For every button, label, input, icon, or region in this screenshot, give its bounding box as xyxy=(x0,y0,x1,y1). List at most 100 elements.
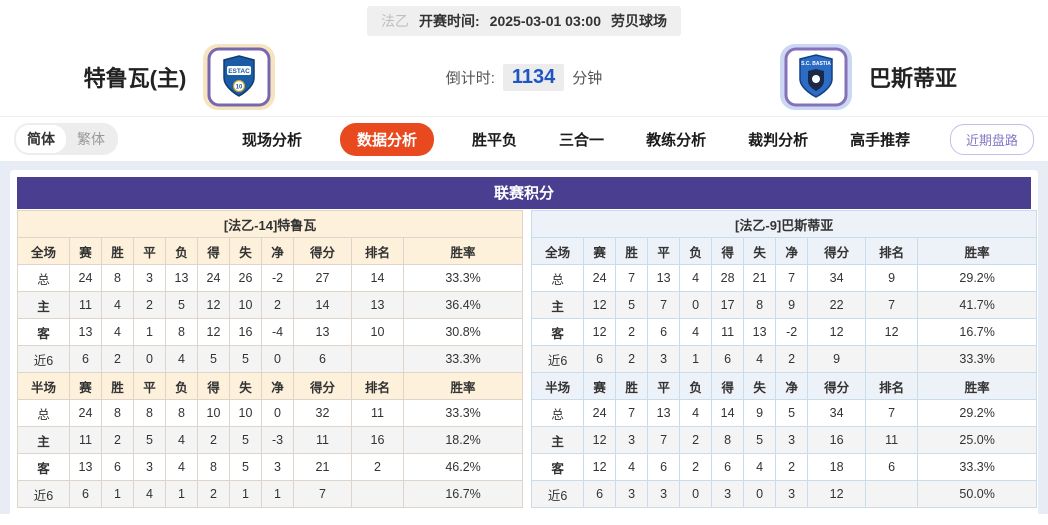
stat-cell: 12 xyxy=(583,453,617,481)
tab-win-draw-loss[interactable]: 胜平负 xyxy=(472,131,518,149)
stat-cell: 2 xyxy=(679,453,713,481)
column-header: 净 xyxy=(261,237,294,265)
stat-cell: 13 xyxy=(69,453,102,481)
stat-cell: 5 xyxy=(197,345,230,373)
stat-cell: 11 xyxy=(69,426,102,454)
stat-cell: 4 xyxy=(165,453,198,481)
stat-cell: 10 xyxy=(229,291,262,319)
svg-text:10: 10 xyxy=(236,85,243,91)
stat-cell: 8 xyxy=(711,426,745,454)
stat-cell: 8 xyxy=(101,399,134,427)
row-label: 客 xyxy=(17,453,70,481)
row-label: 主 xyxy=(531,426,585,454)
stat-cell: 13 xyxy=(165,264,198,292)
tab-expert-picks[interactable]: 高手推荐 xyxy=(850,131,911,149)
stat-cell: 12 xyxy=(197,318,230,346)
column-header: 排名 xyxy=(351,237,404,265)
svg-text:ESTAC: ESTAC xyxy=(229,68,251,75)
row-label: 总 xyxy=(17,264,70,292)
stat-cell: 2 xyxy=(261,291,294,319)
stat-cell: 18.2% xyxy=(402,426,524,454)
language-toggle: 简体 繁体 xyxy=(14,123,118,155)
tab-data-analysis[interactable]: 数据分析 xyxy=(340,122,435,156)
stat-cell: 33.3% xyxy=(402,399,524,427)
stat-cell: 9 xyxy=(807,345,867,373)
column-header: 排名 xyxy=(865,372,919,400)
recent-trend-button[interactable]: 近期盘路 xyxy=(949,123,1034,155)
stat-cell: 26 xyxy=(229,264,262,292)
stat-cell: 2 xyxy=(101,426,134,454)
column-header: 全场 xyxy=(531,237,585,265)
lang-traditional-button[interactable]: 繁体 xyxy=(77,131,105,147)
column-header: 负 xyxy=(679,372,713,400)
column-header: 排名 xyxy=(351,372,404,400)
stat-cell: 13 xyxy=(69,318,102,346)
stat-cell: 5 xyxy=(743,426,777,454)
countdown-label: 倒计时: xyxy=(445,69,495,87)
stat-cell xyxy=(865,480,919,508)
stat-cell: 29.2% xyxy=(917,264,1038,292)
column-header: 平 xyxy=(133,372,166,400)
stat-cell: 41.7% xyxy=(917,291,1038,319)
stat-cell: 28 xyxy=(711,264,745,292)
column-header: 胜 xyxy=(101,372,134,400)
column-header: 胜率 xyxy=(402,372,524,400)
stat-cell: 7 xyxy=(615,264,649,292)
row-label: 近6 xyxy=(531,345,585,373)
topbar-wrap: 法乙 开赛时间: 2025-03-01 03:00 劳贝球场 xyxy=(0,0,1048,36)
tab-referee-analysis[interactable]: 裁判分析 xyxy=(748,131,809,149)
stat-cell: 4 xyxy=(679,399,713,427)
column-header: 赛 xyxy=(69,372,102,400)
league-points-tables: [法乙-14]特鲁瓦 全场赛胜平负得失净得分 排名 胜率总 24 8 3 13 24 26 -2 27… xyxy=(16,210,1038,508)
column-header: 平 xyxy=(647,237,681,265)
row-label: 主 xyxy=(17,426,70,454)
stat-cell: 34 xyxy=(807,399,867,427)
stat-cell: 3 xyxy=(647,480,681,508)
row-label: 近6 xyxy=(531,480,585,508)
stat-cell: -4 xyxy=(261,318,294,346)
stat-cell: 22 xyxy=(807,291,867,319)
match-info-bar: 法乙 开赛时间: 2025-03-01 03:00 劳贝球场 xyxy=(367,6,681,36)
stat-cell: 2 xyxy=(351,453,404,481)
stat-cell: 5 xyxy=(165,291,198,319)
stat-cell: 7 xyxy=(775,264,809,292)
stat-cell: 3 xyxy=(711,480,745,508)
stat-cell: 13 xyxy=(743,318,777,346)
stats-table: [法乙-9]巴斯蒂亚 全场赛胜平负得失净得分 排名 胜率总 24 7 13 4 28 21 7 34 9… xyxy=(531,210,1038,508)
column-header: 胜 xyxy=(615,237,649,265)
stat-cell: 2 xyxy=(197,426,230,454)
stat-cell: 3 xyxy=(133,264,166,292)
row-label: 客 xyxy=(531,453,585,481)
stat-cell: 8 xyxy=(165,399,198,427)
stat-cell: 5 xyxy=(229,345,262,373)
kickoff-label: 开赛时间: xyxy=(419,13,480,29)
countdown-value: 1134 xyxy=(502,63,565,91)
stat-cell xyxy=(351,480,404,508)
stat-cell: 6 xyxy=(711,345,745,373)
row-label: 客 xyxy=(17,318,70,346)
column-header: 平 xyxy=(133,237,166,265)
stat-cell: 24 xyxy=(583,264,617,292)
column-header: 胜 xyxy=(615,372,649,400)
stat-cell: 11 xyxy=(293,426,352,454)
column-header: 得 xyxy=(711,372,745,400)
row-label: 主 xyxy=(531,291,585,319)
stat-cell: 21 xyxy=(743,264,777,292)
tab-three-in-one[interactable]: 三合一 xyxy=(559,131,605,149)
stat-cell: 4 xyxy=(743,453,777,481)
tab-live-analysis[interactable]: 现场分析 xyxy=(242,131,303,149)
column-header: 失 xyxy=(743,372,777,400)
stat-cell: 14 xyxy=(711,399,745,427)
stat-cell: 4 xyxy=(743,345,777,373)
main-section: 联赛积分 [法乙-14]特鲁瓦 全场赛胜平负得失净得分 排名 胜率总 24 8 3 13 24 2… xyxy=(0,161,1048,514)
stats-table: [法乙-14]特鲁瓦 全场赛胜平负得失净得分 排名 胜率总 24 8 3 13 24 26 -2 27… xyxy=(16,210,524,508)
stat-cell: 13 xyxy=(293,318,352,346)
tab-coach-analysis[interactable]: 教练分析 xyxy=(646,131,707,149)
lang-simplified-button[interactable]: 简体 xyxy=(16,125,66,153)
stat-cell: 2 xyxy=(679,426,713,454)
stat-cell: 8 xyxy=(743,291,777,319)
stat-cell: 6 xyxy=(865,453,919,481)
stat-cell: 5 xyxy=(229,426,262,454)
nav-tabs: 现场分析 数据分析 胜平负 三合一 教练分析 裁判分析 高手推荐 xyxy=(238,122,914,156)
league-points-card: 联赛积分 [法乙-14]特鲁瓦 全场赛胜平负得失净得分 排名 胜率总 24 8 3 13 24 2… xyxy=(10,170,1038,514)
